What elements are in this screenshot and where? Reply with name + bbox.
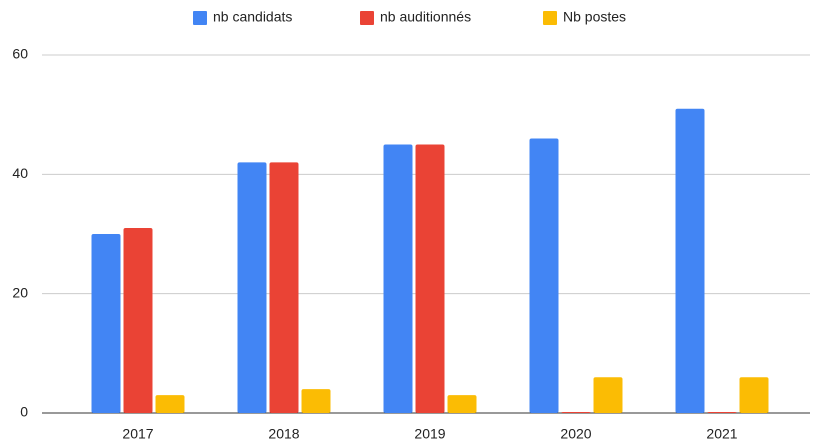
bar bbox=[415, 144, 445, 413]
legend-swatch bbox=[193, 11, 207, 25]
bar bbox=[123, 228, 153, 413]
y-tick-label: 20 bbox=[12, 284, 28, 300]
y-tick-label: 60 bbox=[12, 46, 28, 62]
x-tick-label: 2020 bbox=[560, 426, 591, 439]
bar bbox=[707, 412, 737, 413]
bar bbox=[675, 108, 705, 413]
bar bbox=[301, 389, 331, 413]
legend-label: nb auditionnés bbox=[380, 9, 471, 25]
x-tick-label: 2021 bbox=[706, 426, 737, 439]
legend-label: Nb postes bbox=[563, 9, 626, 25]
y-tick-label: 0 bbox=[20, 404, 28, 420]
x-tick-label: 2018 bbox=[268, 426, 299, 439]
bar bbox=[383, 144, 413, 413]
bar bbox=[529, 138, 559, 414]
bar bbox=[91, 234, 121, 413]
legend-swatch bbox=[543, 11, 557, 25]
bar bbox=[447, 395, 477, 413]
x-tick-label: 2017 bbox=[122, 426, 153, 439]
bar bbox=[593, 377, 623, 413]
legend-label: nb candidats bbox=[213, 9, 292, 25]
y-tick-label: 40 bbox=[12, 165, 28, 181]
bar bbox=[155, 395, 185, 413]
x-tick-label: 2019 bbox=[414, 426, 445, 439]
bar bbox=[739, 377, 769, 413]
legend-swatch bbox=[360, 11, 374, 25]
bar bbox=[237, 162, 267, 413]
bar bbox=[561, 412, 591, 413]
bar bbox=[269, 162, 299, 413]
